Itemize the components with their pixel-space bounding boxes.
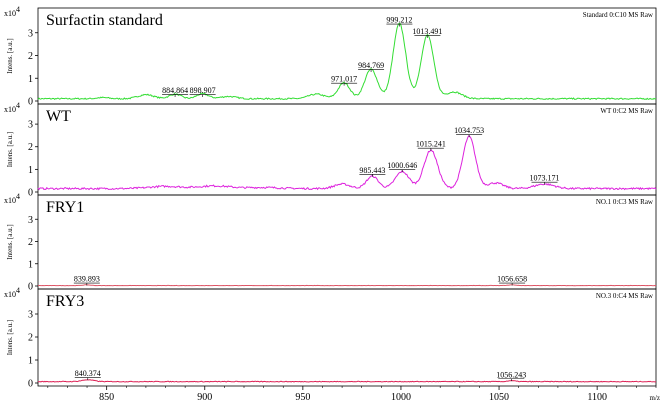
y-tick-label: 0 [28, 282, 33, 293]
y-tick-label: 3 [28, 215, 33, 226]
x-tick-label: 1100 [587, 392, 607, 403]
panel-info: Standard 0:C10 MS Raw [583, 11, 654, 19]
y-tick-label: 2 [28, 237, 33, 248]
panel-info: NO.3 0:C4 MS Raw [596, 292, 654, 300]
y-tick-label: 1 [28, 259, 33, 270]
y-tick-label: 0 [28, 97, 33, 108]
x-axis-unit: m/z [650, 394, 661, 402]
y-axis-label: Intens. [a.u.] [6, 132, 14, 167]
peak-label: 1056.658 [497, 275, 527, 284]
x-tick-label: 850 [99, 392, 114, 403]
peak-label: 971.017 [331, 75, 357, 84]
y-tick-label: 3 [28, 120, 33, 131]
panel-title: FRY1 [46, 199, 84, 216]
peak-label: 984.769 [358, 61, 384, 70]
peak-label: 1000.646 [387, 161, 417, 170]
panel-frame [37, 103, 657, 196]
panel-title: FRY3 [46, 293, 84, 310]
peak-label: 1073.171 [530, 174, 560, 183]
y-tick-label: 3 [28, 310, 33, 321]
peak-label: 1056.243 [496, 370, 526, 379]
peak-label: 985.443 [359, 166, 385, 175]
peak-label: 840.374 [75, 369, 101, 378]
y-exponent-power: 4 [16, 192, 20, 201]
panel-title: Surfactin standard [46, 12, 163, 29]
spectrum-trace [37, 22, 657, 101]
peak-label: 839.893 [74, 275, 100, 284]
y-tick-label: 2 [28, 51, 33, 62]
peak-label: 1034.753 [454, 126, 484, 135]
y-axis-label: Intens. [a.u.] [6, 320, 14, 355]
y-tick-label: 2 [28, 142, 33, 153]
peak-label: 1013.491 [412, 27, 442, 36]
x-tick-label: 1050 [489, 392, 509, 403]
spectrum-trace [37, 135, 657, 191]
y-exponent-power: 4 [16, 286, 20, 295]
y-tick-label: 1 [28, 356, 33, 367]
panel-title: WT [46, 108, 71, 125]
peak-label: 884.864 [162, 86, 188, 95]
panel-frame [37, 288, 657, 387]
y-tick-label: 0 [28, 188, 33, 199]
y-tick-label: 3 [28, 28, 33, 39]
peak-label: 999.212 [386, 16, 412, 25]
y-axis-label: Intens. [a.u.] [6, 38, 14, 73]
x-tick-label: 950 [295, 392, 310, 403]
spectrum-trace [37, 379, 657, 383]
spectrum-trace [37, 284, 657, 287]
y-tick-label: 2 [28, 333, 33, 344]
y-exponent-label: x10 [4, 105, 16, 114]
x-tick-label: 900 [197, 392, 212, 403]
y-exponent-power: 4 [16, 5, 20, 14]
y-exponent-label: x10 [4, 196, 16, 205]
panel-info: NO.1 0:C3 MS Raw [596, 198, 654, 206]
y-tick-label: 1 [28, 165, 33, 176]
x-tick-label: 1000 [391, 392, 411, 403]
y-tick-label: 0 [28, 379, 33, 390]
panel-frame [37, 194, 657, 290]
y-exponent-power: 4 [16, 101, 20, 110]
panel-info: WT 0:C2 MS Raw [600, 107, 654, 115]
y-exponent-label: x10 [4, 9, 16, 18]
y-axis-label: Intens. [a.u.] [6, 224, 14, 259]
peak-label: 1015.241 [416, 140, 446, 149]
peak-label: 898.907 [190, 86, 216, 95]
y-exponent-label: x10 [4, 290, 16, 299]
y-tick-label: 1 [28, 74, 33, 85]
